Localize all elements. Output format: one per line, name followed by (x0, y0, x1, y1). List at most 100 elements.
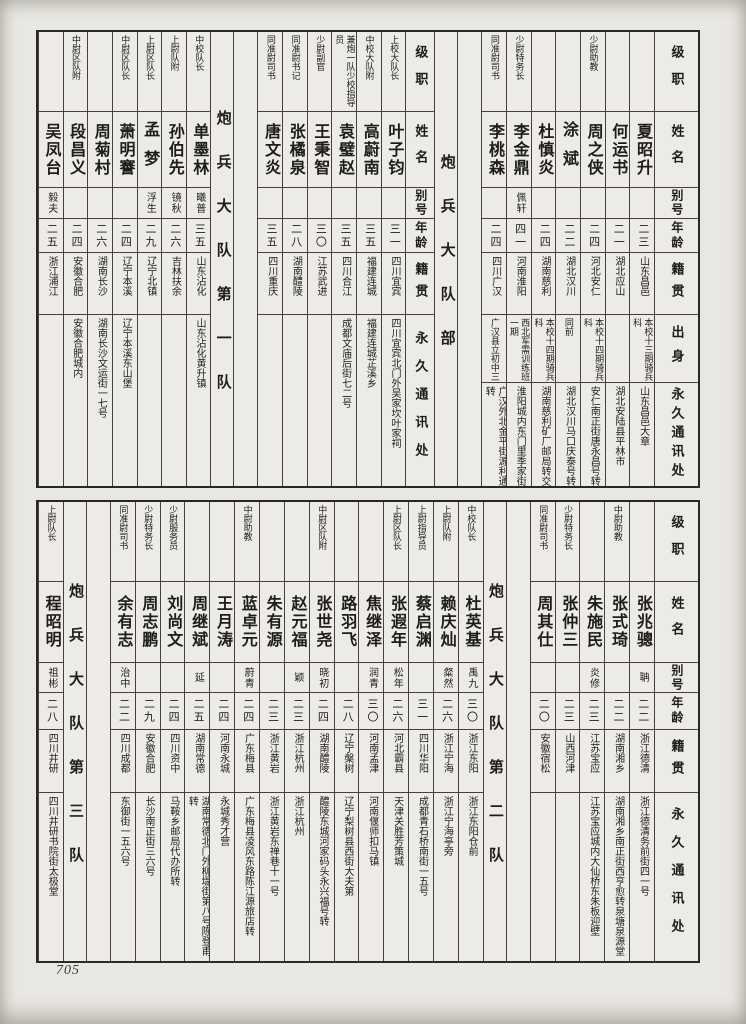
name-cell: 单墨林 (186, 112, 211, 188)
person-column: 涂斌 二二 湖北汉川 同前 湖北汉川马口庆泰号转 (555, 32, 581, 486)
rank-cell (334, 502, 359, 582)
rank-cell: 上校大队长 (381, 32, 406, 112)
native-place-cell: 湖南常德 (185, 730, 210, 793)
alias-cell (307, 188, 332, 219)
rank-cell (630, 502, 654, 582)
header-cell: 级职 (406, 32, 435, 112)
origin-cell: 本校十四期骑兵科 (581, 315, 605, 383)
native-place-cell: 河南孟津 (359, 730, 384, 793)
native-place-cell: 浙江黄岩 (259, 730, 284, 793)
alias-cell: 蔚青 (235, 663, 259, 693)
name-cell: 袁璧赵 (332, 112, 357, 188)
address-cell: 河南偃师扣马镇 (366, 796, 378, 866)
origin-cell: 同前 (556, 315, 581, 383)
age-cell: 二三 (259, 693, 284, 730)
spacer-cell (234, 32, 257, 486)
age-cell: 二九 (135, 693, 160, 730)
age-cell: 二六 (384, 693, 409, 730)
header-cell: 籍贯 (655, 730, 698, 793)
name-cell: 何运书 (605, 112, 630, 188)
person-column: 同准尉司书 周其仕 二〇 安徽宿松 (529, 502, 555, 961)
rank-cell: 少尉副官 (307, 32, 332, 112)
rank-cell: 少尉助教 (581, 32, 605, 112)
address-cell (39, 315, 63, 486)
native-place-cell: 河北霸县 (384, 730, 409, 793)
native-place-cell: 浙江浦江 (38, 253, 63, 315)
person-column: 焦继泽 润青 三〇 河南孟津 河南偃师扣马镇 (358, 502, 384, 961)
rank-cell: 同准尉书记 (283, 32, 307, 112)
name-cell: 涂斌 (556, 112, 581, 188)
rank-cell (88, 32, 112, 112)
rank-cell: 少尉服务员 (160, 502, 185, 582)
native-place-cell: 江苏宝应 (580, 730, 605, 793)
person-column: 吴凤台 毅夫 二五 浙江浦江 (37, 32, 63, 486)
alias-cell: 毅夫 (38, 188, 63, 219)
name-cell: 萧明謇 (112, 112, 137, 188)
native-place-cell: 湖南醴陵 (283, 253, 307, 315)
section-label: 炮兵大队第三队 (66, 582, 83, 891)
person-column: 朱有源 二三 浙江黄岩 浙江黄岩东禅巷十一号 (258, 502, 284, 961)
address-cell: 广汉外北金平街源利通转 (483, 386, 507, 486)
rank-cell: 中尉助教 (235, 502, 259, 582)
alias-cell (482, 188, 507, 219)
address-cell: 辽宁本溪东山堡 (120, 318, 132, 388)
address-cell: 山东沾化黄升镇 (194, 318, 206, 388)
age-cell: 二四 (482, 219, 507, 253)
header-cell: 出身 (655, 315, 698, 383)
name-cell: 赖庆灿 (433, 582, 458, 663)
alias-cell: 炎修 (580, 663, 605, 693)
header-column: 级职 姓名 别号 年龄 籍贯 永久通讯处 (654, 502, 698, 961)
address-cell: 福建连城芷溪乡 (364, 318, 376, 388)
origin-cell: 西北军需训练班一期 (507, 315, 531, 383)
person-column: 王月涛 二四 河南永城 永城秀才营 (209, 502, 235, 961)
header-cell: 别号 (655, 663, 698, 693)
name-cell: 周之侠 (581, 112, 605, 188)
header-cell: 姓名 (406, 112, 435, 188)
rank-cell: 上尉队附 (162, 32, 186, 112)
rank-cell (210, 502, 235, 582)
person-column: 夏昭升 二三 山东昌邑 本校十三期骑兵科 山东昌邑大章 (629, 32, 654, 486)
age-cell: 三一 (381, 219, 406, 253)
rank-cell: 中尉助教 (605, 502, 630, 582)
header-cell: 年龄 (406, 219, 435, 253)
person-column: 路羽飞 二八 辽宁槃树 辽宁梨树县西街大夫第 (333, 502, 359, 961)
name-cell: 朱有源 (259, 582, 284, 663)
age-cell: 二四 (63, 219, 88, 253)
alias-cell (160, 663, 185, 693)
age-cell: 二三 (580, 693, 605, 730)
person-column: 张兆骢聃二二 浙江德清 浙江德清务前街四一号 (629, 502, 654, 961)
header-cell: 级职 (655, 32, 698, 112)
spacer-column (233, 32, 257, 486)
native-place-cell: 广东梅县 (235, 730, 259, 793)
native-place-cell: 湖北应山 (605, 253, 630, 315)
alias-cell (531, 188, 556, 219)
spacer-cell (458, 32, 481, 486)
alias-cell (381, 188, 406, 219)
age-cell: 二四 (235, 693, 259, 730)
alias-cell (555, 663, 580, 693)
name-cell: 赵元福 (284, 582, 309, 663)
native-place-cell: 湖南湘乡 (605, 730, 630, 793)
address-cell: 东御街一五六号 (118, 796, 130, 866)
name-cell: 高蔚南 (357, 112, 381, 188)
name-cell: 孟梦 (137, 112, 162, 188)
address-cell: 成都青石桥南街一五号 (416, 796, 428, 896)
alias-cell: 晓初 (309, 663, 334, 693)
native-place-cell: 河南淮阳 (507, 253, 531, 315)
address-cell: 四川井研书院街太极堂 (46, 796, 58, 896)
age-cell: 二三 (555, 693, 580, 730)
native-place-cell: 浙江杭州 (284, 730, 309, 793)
native-place-cell: 四川华阳 (409, 730, 433, 793)
rank-cell: 同准尉司书 (258, 32, 283, 112)
native-place-cell: 四川广汉 (482, 253, 507, 315)
address-cell: 安仁南正街唐永昌号转 (588, 386, 600, 486)
native-place-cell: 浙江德清 (630, 730, 654, 793)
rank-cell (580, 502, 605, 582)
header-cell: 级职 (655, 502, 698, 582)
age-cell: 二八 (38, 693, 63, 730)
roster-table-upper: 级职 姓名 别号 年龄 籍贯 出身 永久通讯处 夏昭升 二三 山东昌邑 本校十三期骑兵科 山东昌邑大章… (36, 30, 700, 488)
header-cell: 别号 (406, 188, 435, 219)
name-cell: 唐文炎 (258, 112, 283, 188)
native-place-cell: 四川宜宾 (381, 253, 406, 315)
name-cell: 焦继泽 (359, 582, 384, 663)
